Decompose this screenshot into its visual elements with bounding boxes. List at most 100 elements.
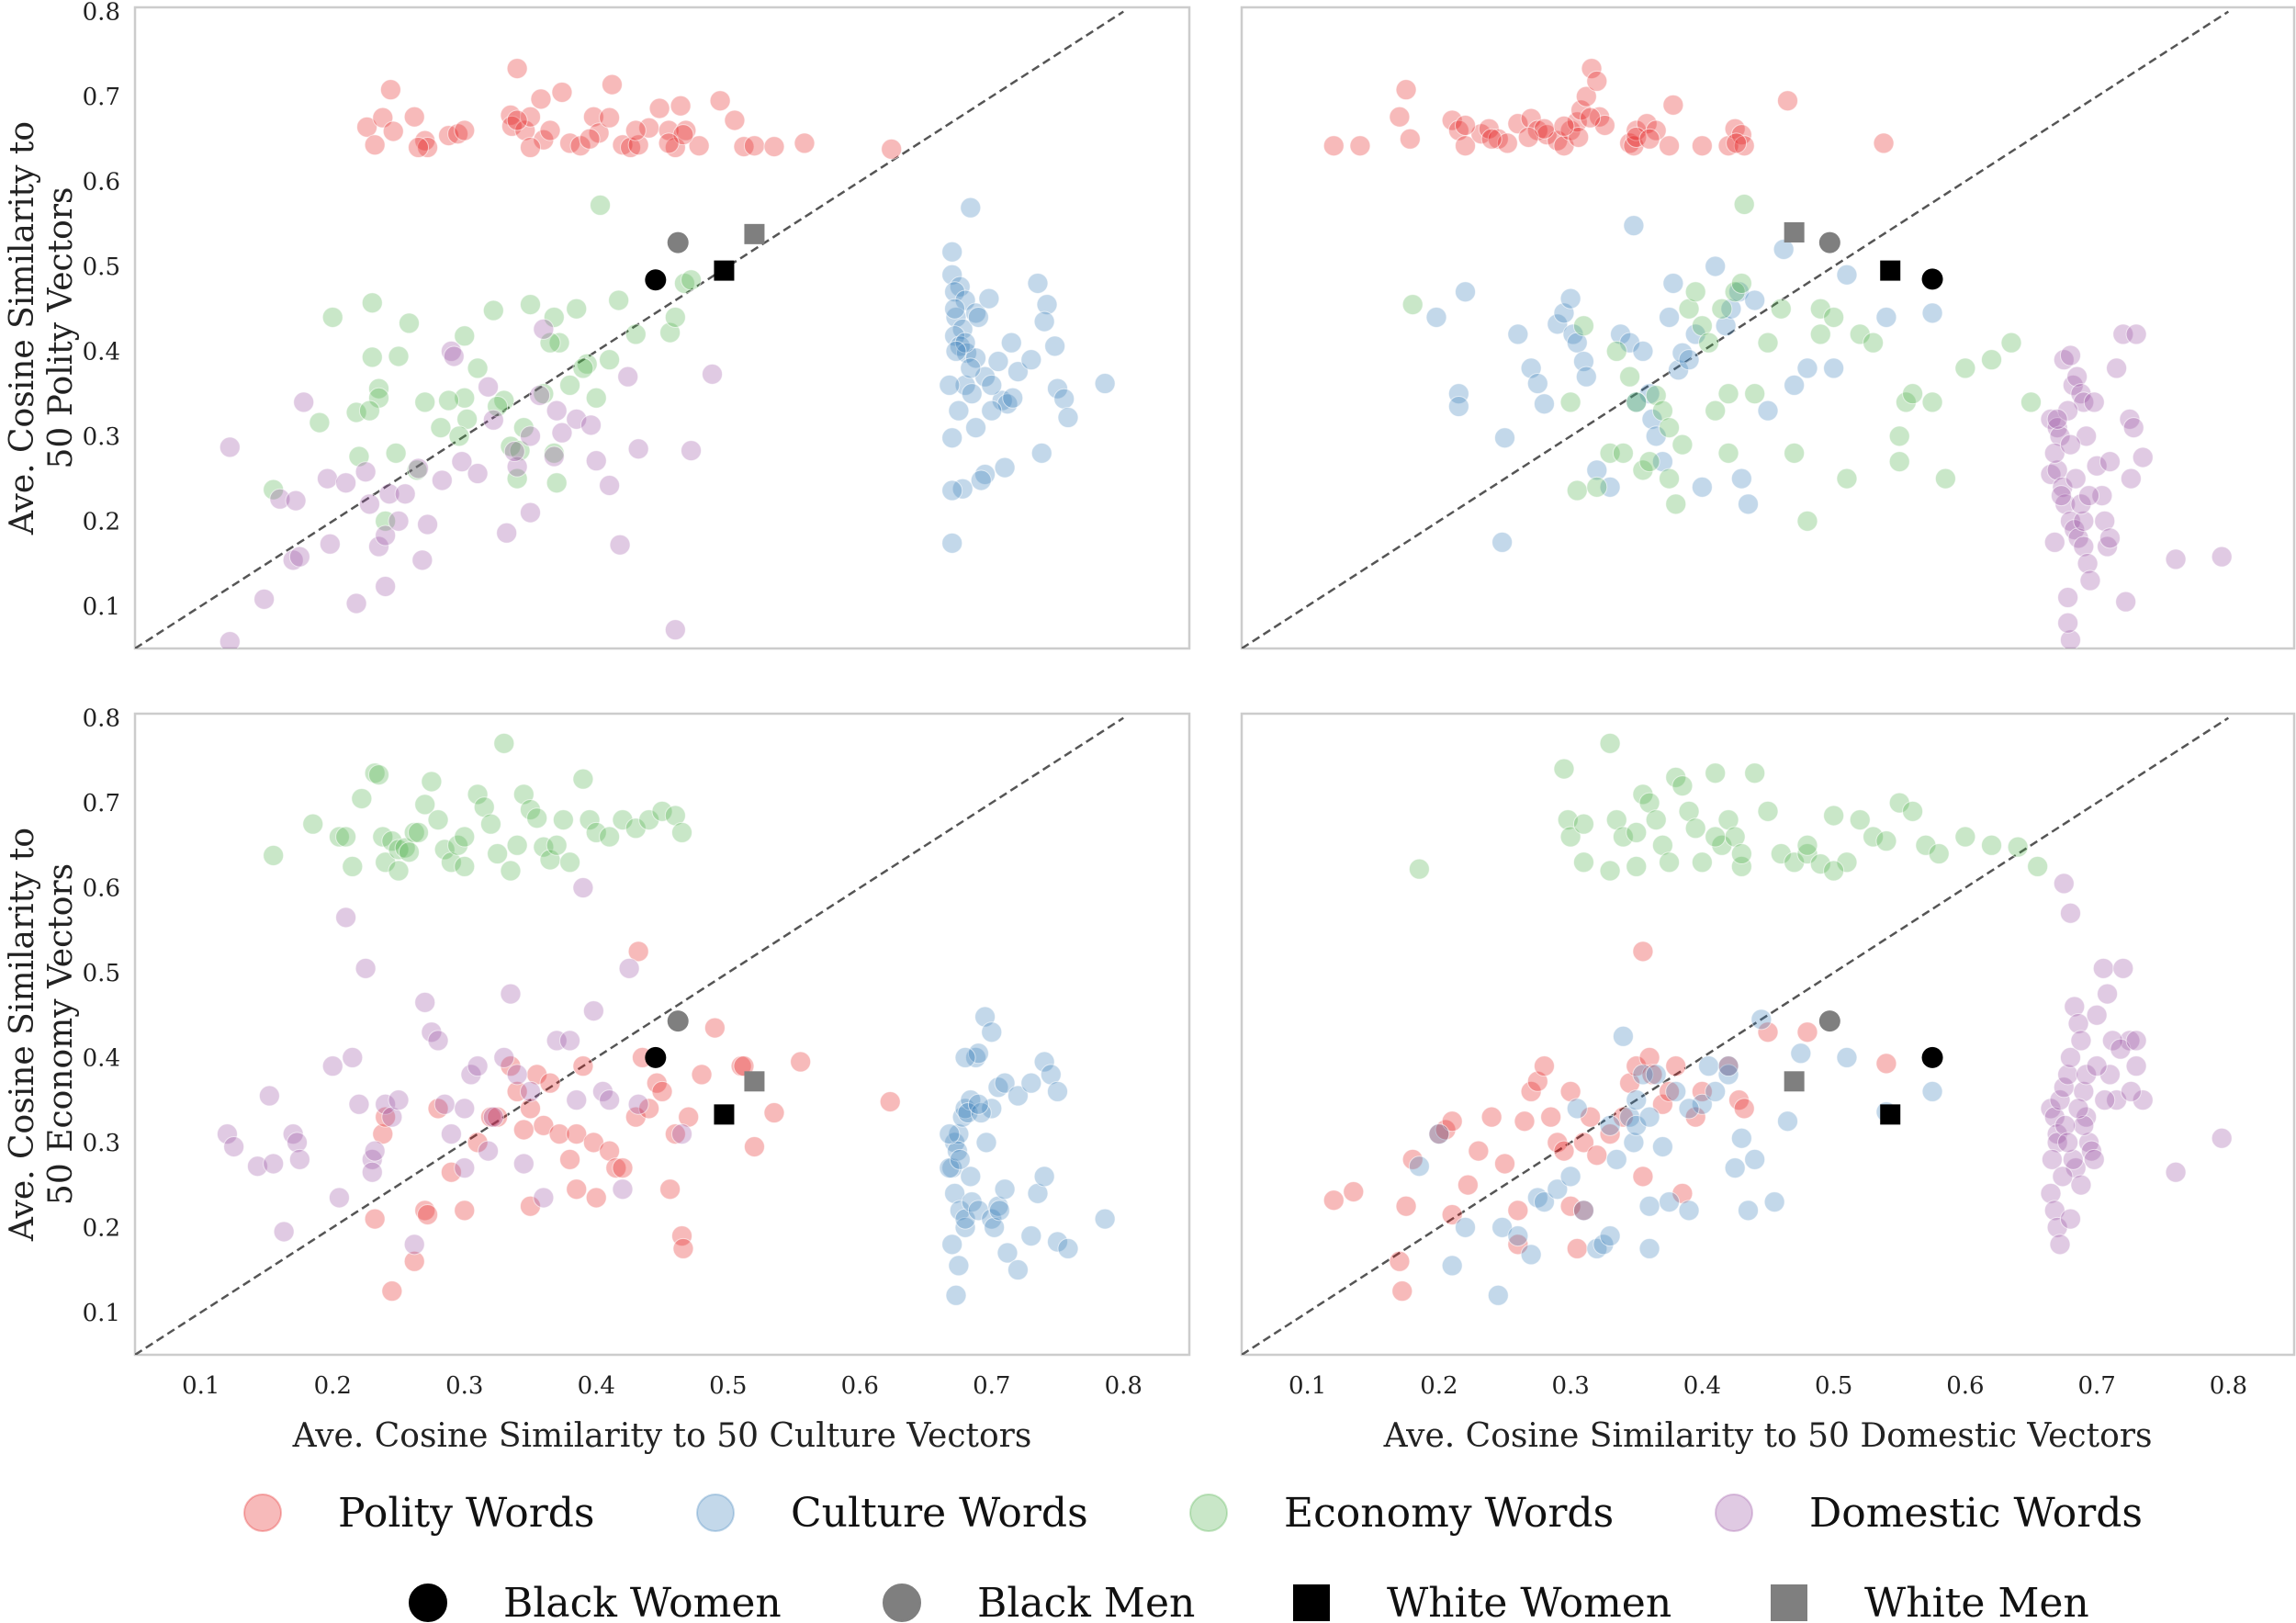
point-domestic-words [375, 524, 397, 547]
point-economy-words [509, 440, 531, 462]
point-culture-words [1717, 1055, 1739, 1077]
point-domestic-words [664, 619, 686, 641]
point-domestic-words [2125, 323, 2147, 345]
point-polity-words [1632, 941, 1654, 963]
point-economy-words [2007, 836, 2029, 858]
point-economy-words [454, 855, 476, 877]
point-polity-words [1572, 1132, 1594, 1154]
point-domestic-words [335, 472, 357, 494]
point-economy-words [572, 768, 594, 790]
point-economy-words [1645, 809, 1667, 831]
point-polity-words [601, 73, 623, 96]
point-domestic-words [375, 576, 397, 598]
point-culture-words [1921, 302, 1943, 324]
point-domestic-words [440, 1123, 462, 1145]
point-culture-words [1610, 323, 1632, 345]
point-polity-words [520, 1098, 541, 1120]
point-polity-words [579, 128, 601, 150]
point-domestic-words [580, 414, 602, 436]
point-culture-words [967, 306, 989, 328]
point-polity-words [1586, 70, 1608, 92]
point-polity-words [1684, 1106, 1706, 1128]
point-polity-words [551, 81, 573, 103]
point-culture-words [1441, 1255, 1463, 1277]
point-domestic-words [612, 1178, 634, 1200]
point-culture-words [948, 1123, 970, 1145]
point-economy-words [1651, 834, 1673, 856]
point-culture-words [987, 1076, 1009, 1099]
point-economy-words [1705, 826, 1727, 848]
point-domestic-words [2057, 612, 2079, 634]
y-axis-label: Ave. Cosine Similarity to50 Polity Vecto… [4, 121, 80, 535]
series-economy-words [263, 732, 693, 882]
point-culture-words [1757, 400, 1779, 422]
point-polity-words [625, 119, 647, 141]
point-culture-words [1020, 349, 1042, 371]
point-economy-words [398, 312, 420, 334]
point-economy-words [454, 826, 476, 848]
point-economy-words [1888, 792, 1910, 814]
series-white-men [1784, 1071, 1805, 1092]
point-domestic-words [388, 510, 410, 532]
point-culture-words [1547, 313, 1569, 335]
point-economy-words [1823, 805, 1845, 827]
point-domestic-words [355, 957, 377, 979]
point-polity-words [539, 1072, 561, 1094]
point-culture-words [1705, 1080, 1727, 1102]
series-black-men [1818, 1010, 1840, 1032]
point-culture-words [1559, 1166, 1581, 1188]
point-culture-words [941, 532, 963, 554]
point-culture-words [1057, 1237, 1079, 1259]
point-economy-words [512, 417, 535, 439]
point-culture-words [1566, 1098, 1588, 1120]
point-polity-words [1638, 128, 1660, 150]
point-polity-words [688, 135, 710, 157]
point-domestic-words [431, 469, 453, 491]
point-domestic-words [361, 1161, 383, 1183]
point-polity-words [427, 1098, 449, 1120]
point-culture-words [1632, 340, 1654, 362]
point-domestic-words [2073, 1080, 2095, 1102]
legend-item-white-men: White Men [1771, 1580, 2089, 1623]
point-polity-words [790, 1051, 812, 1073]
point-polity-words [599, 107, 621, 129]
point-culture-words [1744, 289, 1766, 311]
point-domestic-words [572, 877, 594, 899]
point-domestic-words [2052, 1166, 2074, 1188]
point-economy-words [1730, 843, 1752, 865]
point-domestic-words [496, 522, 518, 544]
point-polity-words [539, 119, 561, 141]
point-domestic-words [627, 1093, 649, 1115]
point-domestic-words [216, 1123, 238, 1145]
point-economy-words [1809, 853, 1831, 875]
point-economy-words [1770, 843, 1792, 865]
point-culture-words [1691, 1093, 1713, 1115]
point-domestic-words [2101, 1030, 2123, 1052]
point-culture-words [1036, 294, 1058, 316]
point-economy-words [1626, 821, 1648, 843]
point-polity-words [638, 1098, 660, 1120]
point-polity-words [506, 1080, 528, 1102]
point-economy-words [1599, 442, 1621, 464]
point-culture-words [1632, 1064, 1654, 1086]
point-domestic-words [2125, 1055, 2147, 1077]
point-economy-words [1698, 332, 1720, 354]
point-economy-words [1586, 476, 1608, 498]
point-polity-words [658, 132, 680, 154]
point-economy-words [1559, 826, 1581, 848]
point-polity-words [1665, 1055, 1687, 1077]
point-domestic-words [2122, 417, 2144, 439]
point-domestic-words [460, 1064, 482, 1086]
point-economy-words [1572, 315, 1594, 337]
point-culture-words [939, 374, 961, 396]
point-white-women [1880, 260, 1901, 281]
point-economy-words [520, 798, 541, 820]
point-white-women [714, 1104, 735, 1125]
panel-bottom-left: 0.1 0.2 0.3 0.4 0.5 0.6 0.7 0.8 0.1 0.2 0.3 0.4 0.5 0… [4, 705, 1191, 1455]
point-polity-words [1520, 1080, 1542, 1102]
point-culture-words [988, 1200, 1010, 1222]
point-domestic-words [2041, 1148, 2063, 1170]
point-domestic-words [478, 376, 500, 398]
point-polity-words [1343, 1180, 1365, 1202]
point-domestic-words [2070, 383, 2092, 405]
